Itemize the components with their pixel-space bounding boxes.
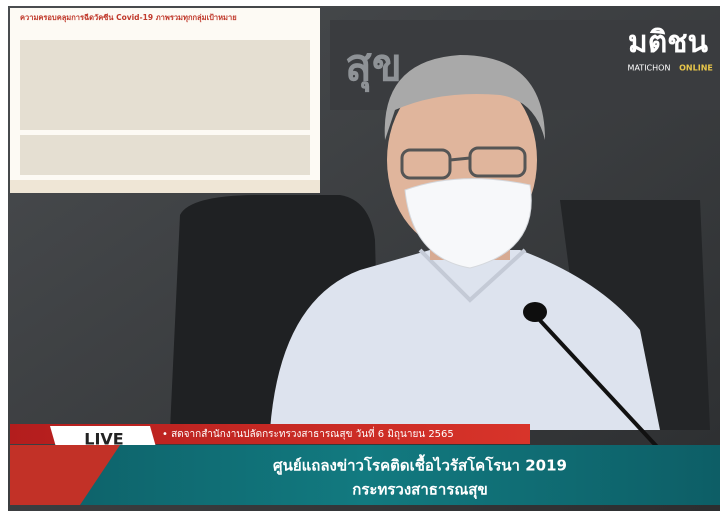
- backdrop-text: สุข: [345, 40, 402, 93]
- logo-name: มติชน: [628, 25, 709, 60]
- logo-sub: MATICHON: [628, 64, 671, 73]
- microphone-head: [523, 302, 547, 322]
- inset-body: [20, 40, 310, 175]
- subline: กระทรวงสาธารณสุข: [352, 481, 487, 500]
- logo-sub-accent: ONLINE: [679, 64, 713, 73]
- inset-title: ความครอบคลุมการฉีดวัคซีน Covid-19 ภาพรวม…: [20, 13, 237, 22]
- headline: ศูนย์แถลงข่าวโรคติดเชื้อไวรัสโคโรนา 2019: [273, 454, 567, 476]
- ticker-text: • สดจากสำนักงานปลัดกระทรวงสาธารณสุข วันท…: [162, 426, 454, 440]
- screenshot: สุข ความครอบคลุมการฉีดวัคซีน Covid-19 ภา…: [0, 0, 728, 519]
- inset-footer: [10, 180, 320, 193]
